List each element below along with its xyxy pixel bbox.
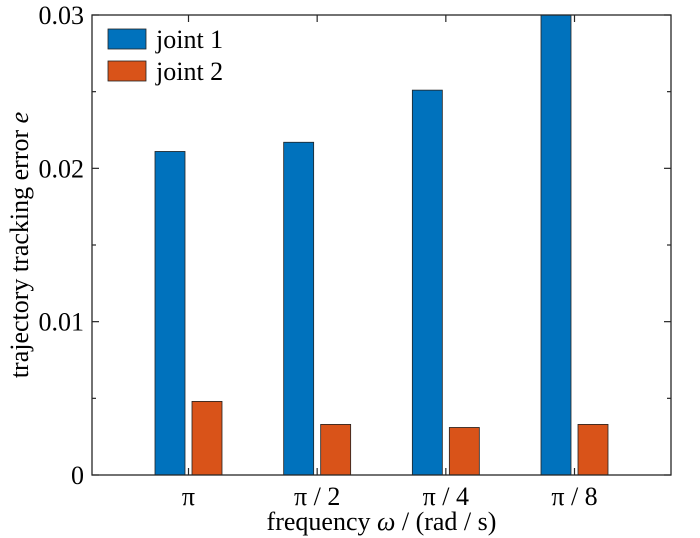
legend-label-joint-1: joint 1 <box>155 25 223 54</box>
bar-joint-1-2 <box>283 141 315 476</box>
x-tick-label: π / 4 <box>423 482 469 511</box>
y-tick-label: 0.02 <box>39 154 85 183</box>
y-axis-label: trajectory tracking error e <box>5 112 34 378</box>
axis-ticks <box>92 14 671 476</box>
x-tick-label: π / 2 <box>294 482 340 511</box>
legend-label-joint-2: joint 2 <box>155 57 223 86</box>
y-tick-label: 0 <box>71 461 84 490</box>
tick-labels: π π / 2 π / 4 π / 8 0 0.01 0.02 0.03 <box>39 1 598 511</box>
bar-joint-2-4 <box>577 423 609 476</box>
x-axis-label: frequency ω / (rad / s) <box>267 507 497 536</box>
x-axis-label-prefix: frequency <box>267 507 377 536</box>
bar-joint-2-2 <box>320 423 352 476</box>
y-tick-label: 0.03 <box>39 1 85 30</box>
x-tick-label: π <box>182 482 195 511</box>
bar-joint-1-4 <box>540 14 572 476</box>
x-tick-label: π / 8 <box>551 482 597 511</box>
x-axis-label-symbol: ω <box>377 507 395 536</box>
y-axis-label-symbol: e <box>5 112 34 124</box>
bar-joint-2-3 <box>448 427 480 476</box>
legend-swatch-joint-1 <box>107 28 147 50</box>
legend-swatch-joint-2 <box>107 60 147 82</box>
bar-joint-1-1 <box>154 151 186 476</box>
y-axis-label-prefix: trajectory tracking error <box>5 123 34 378</box>
legend: joint 1 joint 2 <box>107 25 223 86</box>
bars-layer <box>154 14 609 476</box>
x-axis-label-suffix: / (rad / s) <box>395 507 496 536</box>
bar-joint-1-3 <box>411 89 443 476</box>
y-tick-label: 0.01 <box>39 308 85 337</box>
bar-joint-2-1 <box>191 400 223 476</box>
